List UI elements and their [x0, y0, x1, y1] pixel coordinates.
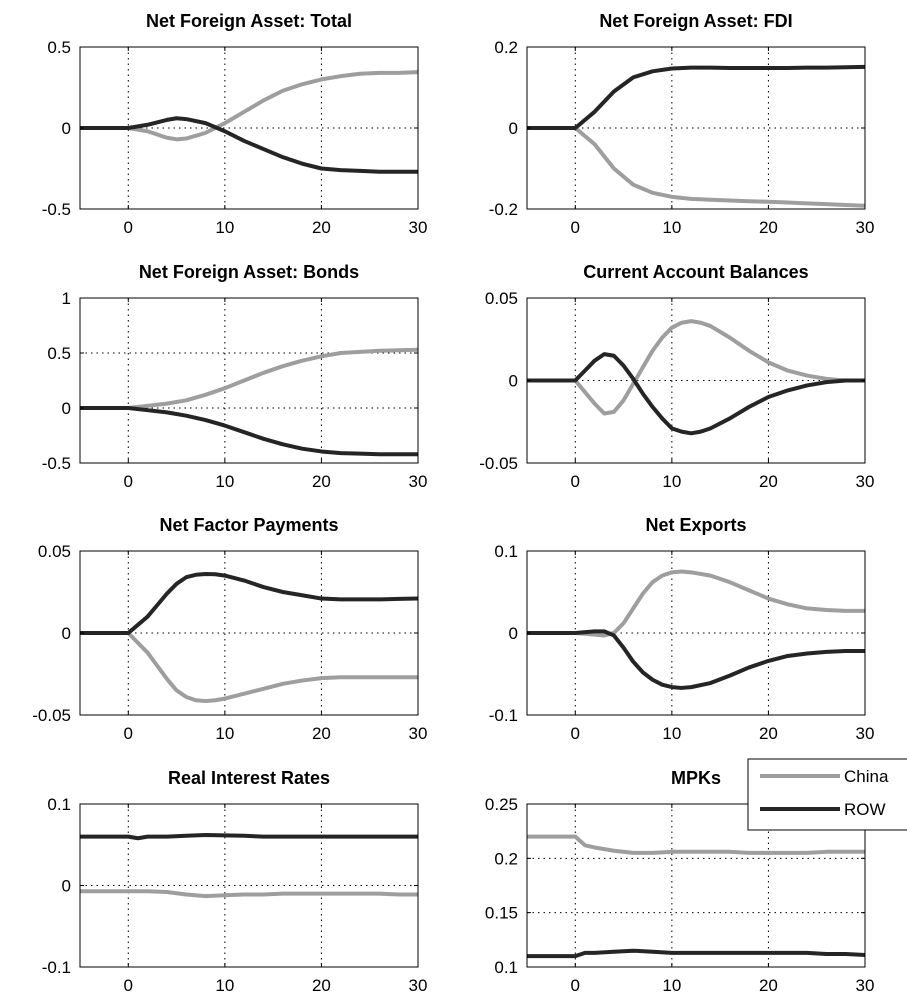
chart-2-xtick-label-0: 0 [571, 218, 580, 237]
chart-5-series-china [80, 631, 418, 704]
chart-6-xtick-label-2: 20 [759, 724, 778, 743]
chart-1-title: Net Foreign Asset: Total [146, 11, 352, 31]
chart-3-series-china [80, 347, 419, 410]
chart-8-axes-box [526, 803, 866, 968]
chart-4-ytick-label-0: -0.05 [479, 454, 518, 473]
chart-8-xtick-label-1: 10 [662, 976, 681, 995]
chart-6-ytick-label-0: -0.1 [489, 706, 518, 725]
chart-4-xtick-label-3: 30 [856, 472, 875, 491]
chart-5-xtick-label-1: 10 [215, 724, 234, 743]
chart-4-ytick-label-1: 0 [509, 372, 518, 391]
chart-8-mpks: 0 10 20 30 0.1 0.15 0.2 0.25 MPKs [485, 768, 875, 995]
chart-7-xtick-label-1: 10 [215, 976, 234, 995]
chart-4-title: Current Account Balances [583, 262, 808, 282]
legend-label-china: China [844, 767, 889, 786]
chart-1-xtick-label-0: 0 [124, 218, 133, 237]
chart-5-series-row [80, 571, 419, 635]
chart-4-xtick-label-2: 20 [759, 472, 778, 491]
chart-6-ytick-label-2: 0.1 [494, 542, 518, 561]
chart-7-series-china [80, 889, 418, 899]
chart-2-series-row [527, 64, 866, 130]
chart-2-ytick-label-2: 0.2 [494, 38, 518, 57]
chart-7-ytick-label-0: -0.1 [42, 958, 71, 977]
chart-2-ytick-label-0: -0.2 [489, 200, 518, 219]
chart-5-net-factor-payments: 0 10 20 30 -0.05 0 0.05 Net Factor Payments [32, 515, 427, 743]
legend-label-row: ROW [844, 800, 886, 819]
chart-1-xtick-label-1: 10 [215, 218, 234, 237]
chart-8-series-row [527, 948, 866, 959]
chart-4-xtick-label-1: 10 [662, 472, 681, 491]
chart-6-xtick-label-3: 30 [856, 724, 875, 743]
legend: China ROW [747, 758, 907, 831]
chart-3-ytick-label-1: 0 [62, 399, 71, 418]
chart-3-title: Net Foreign Asset: Bonds [139, 262, 359, 282]
chart-3-ytick-label-3: 1 [62, 289, 71, 308]
chart-7-xtick-label-0: 0 [124, 976, 133, 995]
chart-3-xtick-label-1: 10 [215, 472, 234, 491]
chart-8-ytick-label-1: 0.15 [485, 904, 518, 923]
chart-5-ytick-label-0: -0.05 [32, 706, 71, 725]
chart-5-ytick-label-2: 0.05 [38, 542, 71, 561]
chart-3-xtick-label-2: 20 [312, 472, 331, 491]
chart-5-xtick-label-3: 30 [409, 724, 428, 743]
chart-8-series-china [527, 834, 865, 855]
chart-8-title: MPKs [671, 768, 721, 788]
chart-4-series-row [527, 352, 865, 436]
chart-4-series-china [527, 319, 865, 416]
chart-8-ytick-label-0: 0.1 [494, 958, 518, 977]
chart-1-ytick-label-1: 0 [62, 119, 71, 138]
chart-6-title: Net Exports [645, 515, 746, 535]
chart-1-net-foreign-asset-total: 0 10 20 30 -0.5 0 0.5 Net Foreign Asset: Total [42, 11, 428, 237]
chart-7-ytick-label-1: 0 [62, 877, 71, 896]
chart-8-plot-area [527, 804, 865, 967]
chart-1-series-china [80, 70, 419, 142]
chart-3-net-foreign-asset-bonds: 0 10 20 30 -0.5 0 0.5 1 Net Foreign Asset: Bonds [42, 262, 428, 491]
chart-2-ytick-label-1: 0 [509, 119, 518, 138]
chart-2-net-foreign-asset-fdi: 0 10 20 30 -0.2 0 0.2 Net Foreign Asset: FDI [489, 11, 875, 237]
chart-8-xtick-label-2: 20 [759, 976, 778, 995]
chart-2-series-china [527, 126, 866, 208]
chart-3-series-row [80, 406, 418, 457]
chart-7-series-row [80, 832, 418, 841]
chart-3-xtick-label-0: 0 [124, 472, 133, 491]
chart-2-title: Net Foreign Asset: FDI [599, 11, 792, 31]
chart-4-current-account-balances: 0 10 20 30 -0.05 0 0.05 Current Account Balance… [479, 262, 874, 491]
chart-6-series-row [527, 629, 865, 690]
chart-3-ytick-label-0: -0.5 [42, 454, 71, 473]
chart-1-xtick-label-3: 30 [409, 218, 428, 237]
chart-6-ytick-label-1: 0 [509, 624, 518, 643]
chart-5-title: Net Factor Payments [159, 515, 338, 535]
chart-1-series-row [80, 116, 418, 174]
chart-7-ytick-label-2: 0.1 [47, 795, 71, 814]
chart-8-ytick-label-2: 0.2 [494, 849, 518, 868]
chart-6-xtick-label-0: 0 [571, 724, 580, 743]
chart-3-ytick-label-2: 0.5 [47, 344, 71, 363]
chart-7-xtick-label-2: 20 [312, 976, 331, 995]
chart-8-xtick-label-0: 0 [571, 976, 580, 995]
chart-3-axes-box [79, 297, 419, 464]
chart-1-xtick-label-2: 20 [312, 218, 331, 237]
chart-7-title: Real Interest Rates [168, 768, 330, 788]
chart-6-xtick-label-1: 10 [662, 724, 681, 743]
chart-4-xtick-label-0: 0 [571, 472, 580, 491]
chart-2-xtick-label-1: 10 [662, 218, 681, 237]
chart-3-xtick-label-3: 30 [409, 472, 428, 491]
chart-5-xtick-label-2: 20 [312, 724, 331, 743]
chart-2-xtick-label-2: 20 [759, 218, 778, 237]
chart-5-ytick-label-1: 0 [62, 624, 71, 643]
legend-box [747, 758, 907, 831]
chart-6-net-exports: 0 10 20 30 -0.1 0 0.1 Net Exports [489, 515, 875, 743]
chart-8-ytick-label-3: 0.25 [485, 795, 518, 814]
chart-7-xtick-label-3: 30 [409, 976, 428, 995]
chart-1-ytick-label-2: 0.5 [47, 38, 71, 57]
chart-2-xtick-label-3: 30 [856, 218, 875, 237]
chart-7-real-interest-rates: 0 10 20 30 -0.1 0 0.1 Real Interest Rates [42, 768, 428, 995]
chart-4-ytick-label-2: 0.05 [485, 289, 518, 308]
chart-5-xtick-label-0: 0 [124, 724, 133, 743]
chart-1-ytick-label-0: -0.5 [42, 200, 71, 219]
chart-8-xtick-label-3: 30 [856, 976, 875, 995]
